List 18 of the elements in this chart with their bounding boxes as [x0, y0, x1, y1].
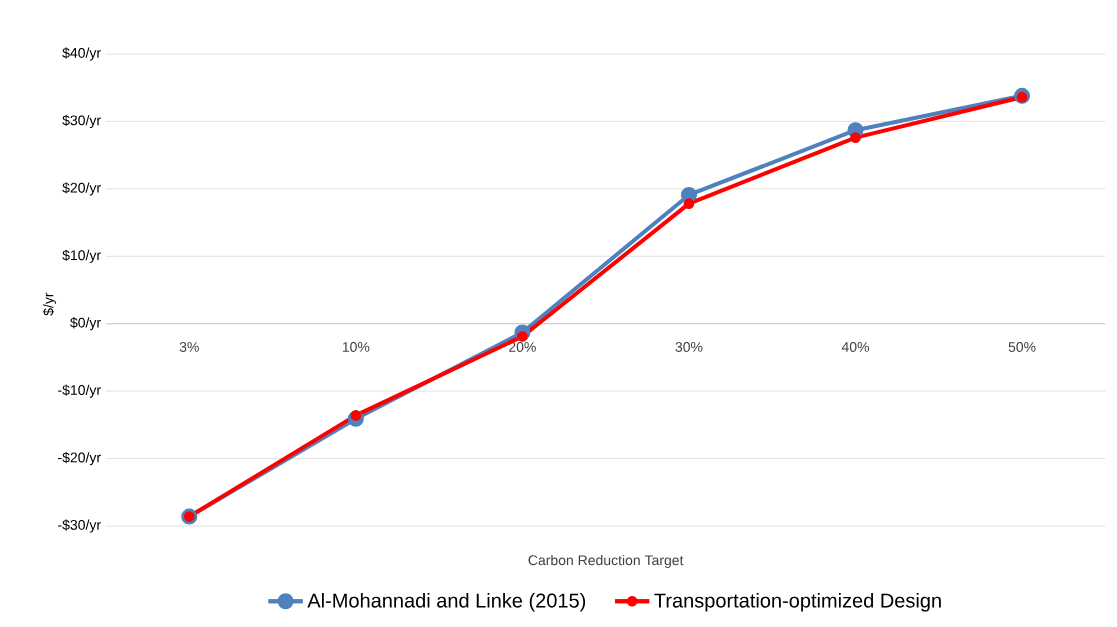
- y-tick-label: $0/yr: [70, 317, 101, 331]
- y-tick-label: $20/yr: [62, 182, 101, 196]
- y-tick-label: $30/yr: [62, 114, 101, 129]
- x-tick-label: 40%: [841, 341, 869, 352]
- y-tick-label: $40/yr: [62, 47, 101, 61]
- x-tick-label: 30%: [675, 341, 703, 352]
- y-axis-title: $/yr: [42, 292, 57, 316]
- x-tick-label: 10%: [342, 341, 370, 352]
- y-tick-label: -$20/yr: [58, 451, 101, 466]
- y-tick-label: $10/yr: [62, 249, 101, 263]
- x-axis-title: Carbon Reduction Target: [528, 554, 684, 568]
- y-tick-label: -$30/yr: [58, 519, 101, 533]
- legend-label: Transportation-optimized Design: [654, 592, 941, 612]
- legend-label: Al-Mohannadi and Linke (2015): [307, 592, 586, 612]
- y-tick-label: -$10/yr: [58, 384, 101, 398]
- x-tick-label: 20%: [509, 341, 536, 352]
- x-tick-label: 3%: [179, 341, 199, 352]
- x-tick-label: 50%: [1008, 341, 1036, 352]
